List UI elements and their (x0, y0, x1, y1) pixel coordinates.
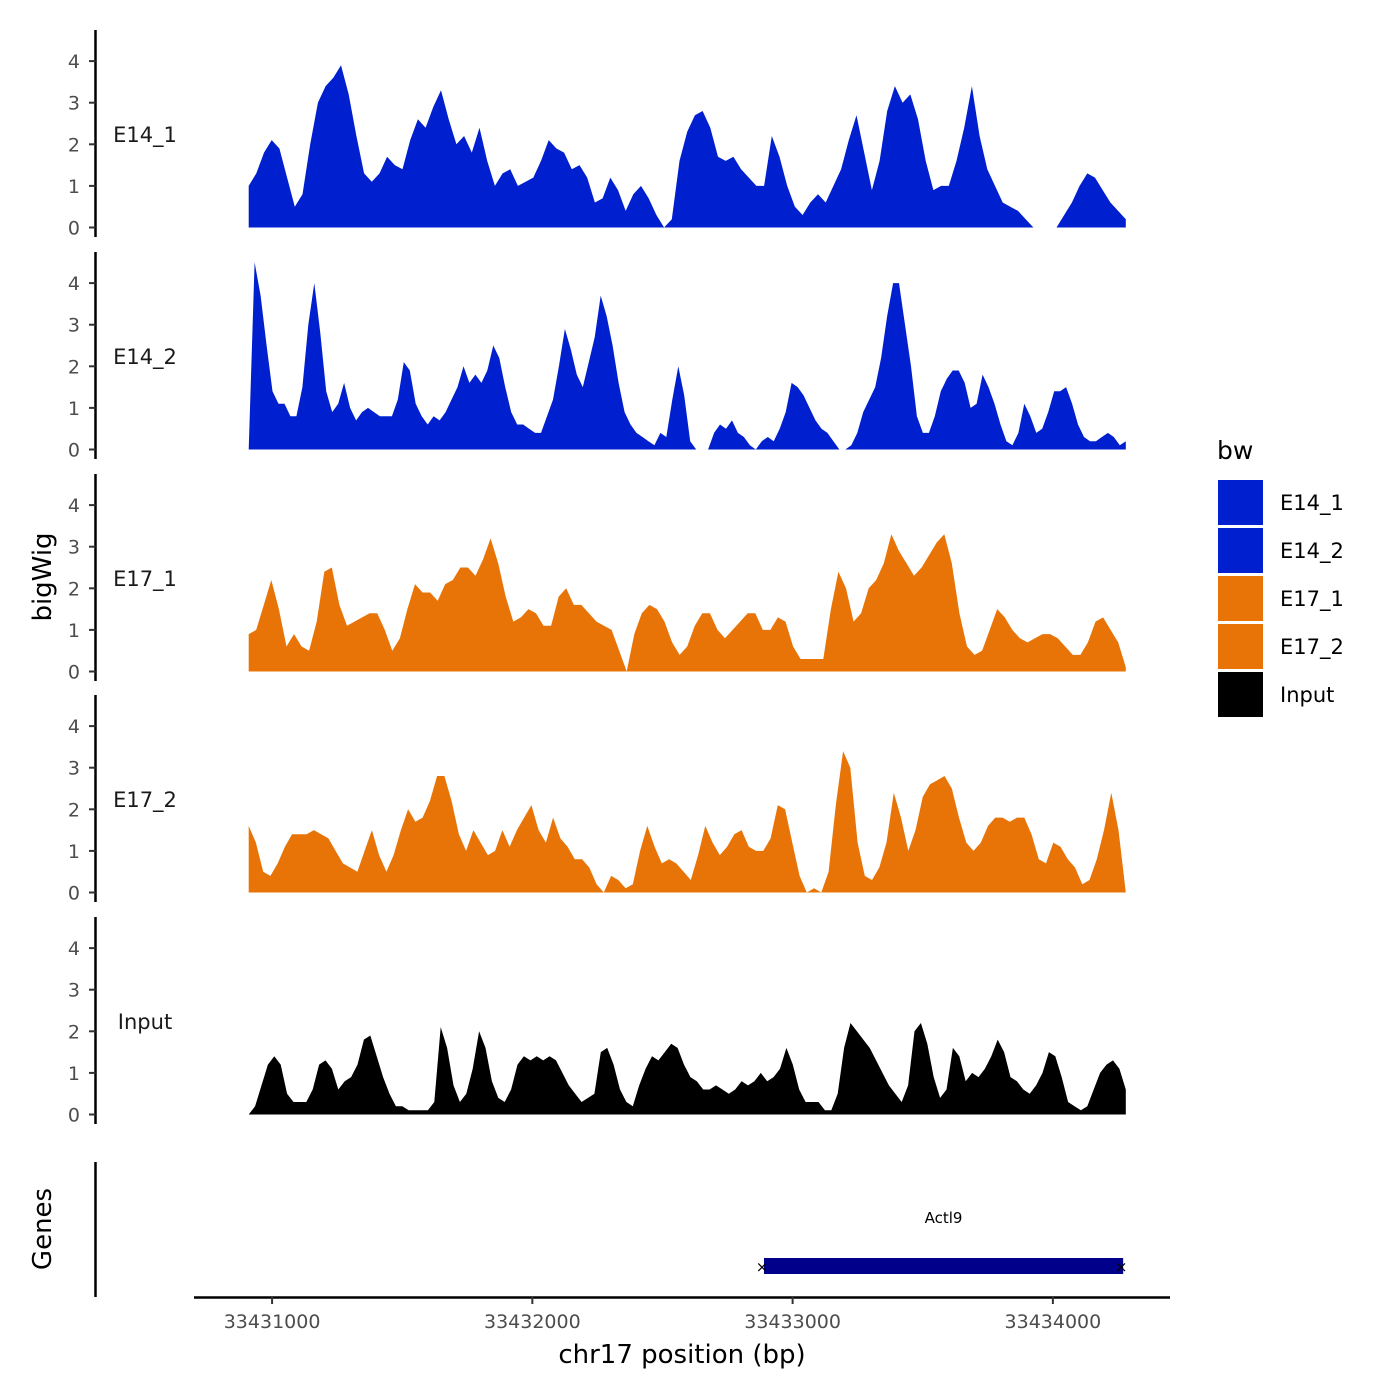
legend-swatch-input (1218, 672, 1263, 717)
genes-axis-title: Genes (28, 1188, 58, 1270)
legend-label: E14_1 (1280, 491, 1344, 516)
track-label: E17_2 (113, 788, 177, 813)
tracks-group: 0 1 2 3 4 E14_1 0 1 2 3 4 E14_2 0 1 2 3 4 E17_1 0 1 2 3 4 E17_2… (68, 30, 1126, 1127)
legend-swatch-e17-1 (1218, 576, 1263, 621)
y-tick-label: 4 (68, 51, 80, 73)
track-e17-2: 0 1 2 3 4 E17_2 (68, 695, 1126, 905)
legend-label: Input (1280, 683, 1334, 707)
genes-panel: Genes × × Actl9 (28, 1162, 1127, 1297)
legend: bw E14_1 E14_2 E17_1 E17_2 Input (1217, 436, 1344, 717)
y-tick-label: 0 (68, 1105, 80, 1127)
x-axis: chr17 position (bp) 33431000 33432000 3343… (194, 1296, 1170, 1370)
x-tick-label: 33432000 (484, 1311, 581, 1333)
track-label: E14_1 (113, 123, 177, 148)
y-tick-label: 2 (68, 578, 80, 600)
gene-label-actl9: Actl9 (925, 1209, 963, 1227)
legend-title: bw (1217, 436, 1253, 465)
area-e14-2 (248, 262, 1126, 450)
track-e14-1: 0 1 2 3 4 E14_1 (68, 30, 1126, 240)
y-axis-title: bigWig (28, 532, 58, 621)
gene-bar-actl9[interactable] (763, 1258, 1124, 1274)
y-tick-label: 2 (68, 1021, 80, 1043)
y-tick-label: 1 (68, 841, 80, 863)
track-input: 0 1 2 3 4 Input (68, 917, 1126, 1127)
track-e14-2: 0 1 2 3 4 E14_2 (68, 252, 1126, 462)
y-tick-label: 0 (68, 883, 80, 905)
legend-label: E17_1 (1280, 587, 1344, 612)
area-input (248, 1023, 1126, 1115)
legend-swatch-e14-2 (1218, 528, 1263, 573)
y-tick-label: 3 (68, 93, 80, 115)
x-tick-label: 33431000 (224, 1311, 321, 1333)
y-tick-label: 2 (68, 799, 80, 821)
gene-strand-marker-left: × (756, 1258, 769, 1276)
y-tick-label: 0 (68, 218, 80, 240)
legend-swatch-e14-1 (1218, 480, 1263, 525)
track-label: E14_2 (113, 345, 177, 370)
y-tick-label: 3 (68, 537, 80, 559)
area-e14-1 (248, 65, 1126, 228)
y-tick-label: 1 (68, 398, 80, 420)
y-tick-label: 3 (68, 315, 80, 337)
legend-label: E17_2 (1280, 635, 1344, 660)
y-tick-label: 1 (68, 1063, 80, 1085)
y-tick-label: 0 (68, 440, 80, 462)
legend-label: E14_2 (1280, 539, 1344, 564)
y-tick-label: 4 (68, 273, 80, 295)
track-label: E17_1 (113, 567, 177, 592)
y-tick-label: 2 (68, 134, 80, 156)
y-tick-label: 4 (68, 495, 80, 517)
track-e17-1: 0 1 2 3 4 E17_1 (68, 474, 1126, 684)
track-label: Input (118, 1010, 172, 1034)
x-axis-title: chr17 position (bp) (558, 1340, 805, 1370)
y-tick-label: 1 (68, 620, 80, 642)
y-tick-label: 0 (68, 662, 80, 684)
y-tick-label: 3 (68, 758, 80, 780)
x-tick-label: 33434000 (1005, 1311, 1102, 1333)
y-tick-label: 2 (68, 356, 80, 378)
x-tick-label: 33433000 (744, 1311, 841, 1333)
gene-strand-marker-right: × (1115, 1258, 1128, 1276)
area-e17-2 (248, 751, 1126, 893)
legend-swatch-e17-2 (1218, 624, 1263, 669)
y-tick-label: 4 (68, 938, 80, 960)
area-e17-1 (248, 534, 1126, 672)
y-tick-label: 3 (68, 980, 80, 1002)
y-tick-label: 4 (68, 716, 80, 738)
y-tick-label: 1 (68, 176, 80, 198)
